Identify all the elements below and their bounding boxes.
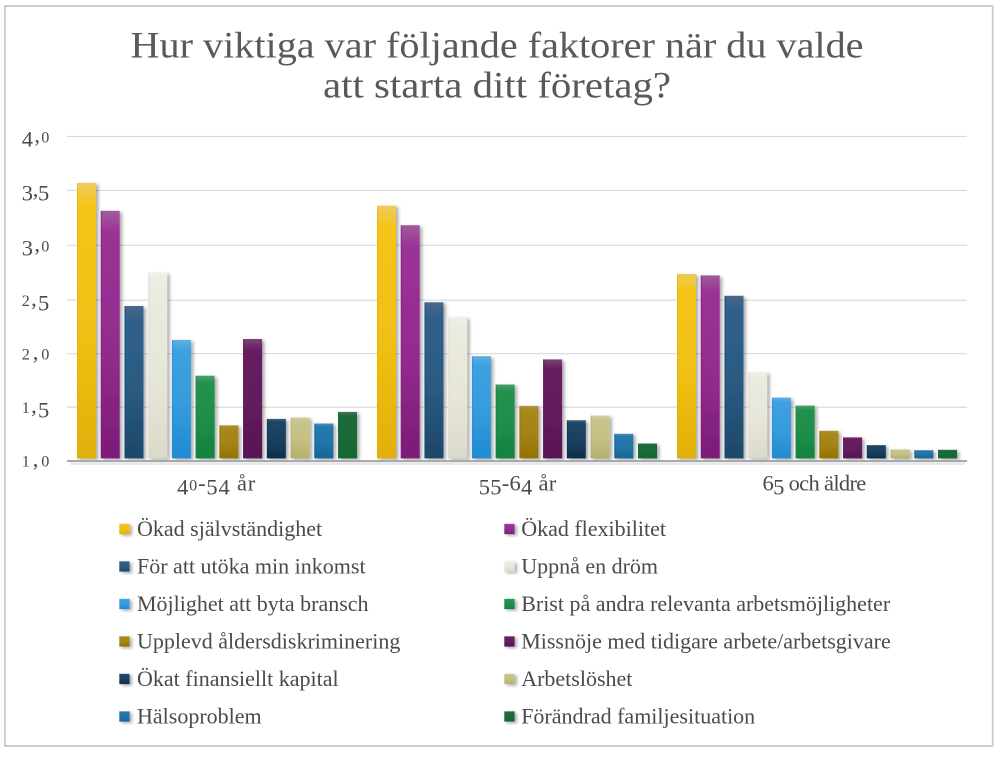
svg-text:3,5: 3,5 bbox=[22, 176, 50, 205]
svg-text:Ökat finansiellt kapital: Ökat finansiellt kapital bbox=[137, 666, 339, 691]
svg-text:Hälsoproblem: Hälsoproblem bbox=[137, 704, 262, 729]
svg-text:att starta ditt företag?: att starta ditt företag? bbox=[323, 66, 671, 107]
svg-text:Missnöje med tidigare arbete/a: Missnöje med tidigare arbete/arbetsgivar… bbox=[521, 629, 891, 654]
svg-text:3,0: 3,0 bbox=[22, 231, 50, 260]
svg-text:65 och äldre: 65 och äldre bbox=[763, 471, 867, 500]
svg-text:Brist på andra relevanta arbet: Brist på andra relevanta arbetsmöjlighet… bbox=[521, 591, 891, 616]
svg-text:55-64 år: 55-64 år bbox=[479, 471, 557, 500]
svg-text:Hur viktiga var följande fakto: Hur viktiga var följande faktorer när du… bbox=[131, 26, 864, 67]
svg-text:För att utöka min inkomst: För att utöka min inkomst bbox=[137, 554, 366, 579]
svg-text:Förändrad familjesituation: Förändrad familjesituation bbox=[521, 704, 755, 729]
svg-text:Ökad flexibilitet: Ökad flexibilitet bbox=[521, 516, 666, 541]
svg-text:Ökad självständighet: Ökad självständighet bbox=[137, 516, 322, 541]
svg-text:1,0: 1,0 bbox=[22, 446, 50, 471]
svg-text:Upplevd åldersdiskriminering: Upplevd åldersdiskriminering bbox=[137, 629, 400, 654]
svg-text:1,5: 1,5 bbox=[22, 393, 50, 422]
svg-text:Arbetslöshet: Arbetslöshet bbox=[521, 666, 632, 691]
svg-text:2,0: 2,0 bbox=[22, 340, 50, 365]
svg-text:2,5: 2,5 bbox=[22, 286, 50, 315]
svg-text:Uppnå en dröm: Uppnå en dröm bbox=[521, 554, 658, 579]
svg-text:4,0: 4,0 bbox=[22, 122, 50, 151]
svg-text:40-54 år: 40-54 år bbox=[177, 471, 256, 500]
svg-text:Möjlighet att byta bransch: Möjlighet att byta bransch bbox=[137, 591, 369, 616]
